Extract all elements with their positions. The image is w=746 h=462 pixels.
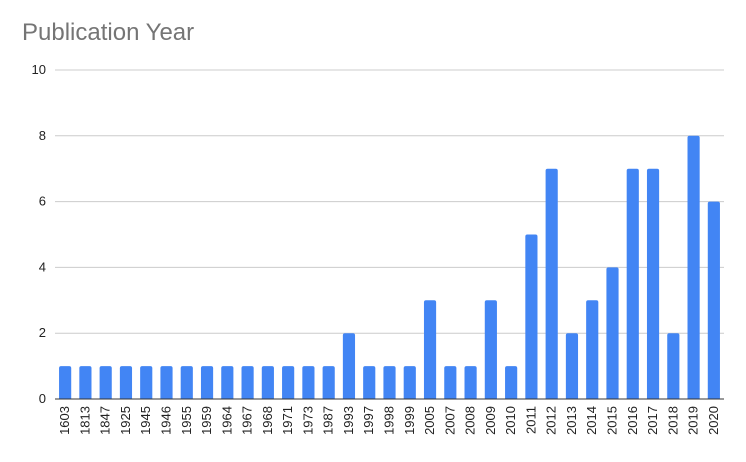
bar bbox=[261, 366, 274, 399]
x-tick-label: 1967 bbox=[240, 406, 255, 435]
bar bbox=[403, 366, 416, 399]
bar bbox=[505, 366, 518, 399]
x-tick-label: 1993 bbox=[341, 406, 356, 435]
bar bbox=[707, 201, 720, 399]
bar bbox=[484, 300, 497, 399]
x-tick-label: 2020 bbox=[706, 406, 721, 435]
x-tick-label: 1971 bbox=[280, 406, 295, 435]
bar bbox=[687, 135, 700, 400]
y-tick-label: 6 bbox=[39, 194, 46, 209]
x-tick-label: 2015 bbox=[605, 406, 620, 435]
bar bbox=[565, 333, 579, 399]
bar bbox=[200, 366, 214, 399]
bar bbox=[160, 366, 173, 399]
bar bbox=[119, 366, 133, 399]
x-tick-label: 1964 bbox=[219, 406, 234, 435]
x-tick-label: 2017 bbox=[645, 406, 660, 435]
x-tick-label: 1603 bbox=[57, 406, 72, 435]
x-tick-label: 1998 bbox=[382, 406, 397, 435]
bar bbox=[444, 366, 457, 399]
x-tick-label: 1959 bbox=[199, 406, 214, 435]
x-tick-label: 1973 bbox=[300, 406, 315, 435]
bar bbox=[342, 333, 356, 399]
bar bbox=[282, 366, 295, 399]
bar bbox=[464, 366, 477, 399]
bar bbox=[363, 366, 376, 399]
x-tick-label: 2007 bbox=[442, 406, 457, 435]
bar bbox=[302, 366, 315, 399]
bar bbox=[525, 234, 538, 399]
bar bbox=[59, 366, 72, 399]
bar bbox=[322, 366, 335, 399]
bar bbox=[667, 333, 680, 399]
bar bbox=[241, 366, 254, 399]
y-tick-label: 4 bbox=[39, 259, 46, 274]
bar bbox=[646, 168, 660, 399]
bar bbox=[79, 366, 92, 399]
y-tick-label: 8 bbox=[39, 128, 46, 143]
x-tick-label: 1999 bbox=[402, 406, 417, 435]
x-tick-label: 1987 bbox=[321, 406, 336, 435]
x-tick-label: 1847 bbox=[98, 406, 113, 435]
x-tick-label: 2014 bbox=[584, 406, 599, 435]
x-tick-label: 1946 bbox=[159, 406, 174, 435]
chart-title: Publication Year bbox=[22, 19, 195, 46]
x-tick-label: 1955 bbox=[179, 406, 194, 435]
bar bbox=[383, 366, 396, 399]
bar bbox=[545, 168, 558, 399]
x-tick-label: 2012 bbox=[544, 406, 559, 435]
y-tick-label: 2 bbox=[39, 325, 46, 340]
x-tick-label: 2008 bbox=[463, 406, 478, 435]
x-tick-label: 1925 bbox=[118, 406, 133, 435]
x-tick-label: 1968 bbox=[260, 406, 275, 435]
x-tick-label: 2019 bbox=[686, 406, 701, 435]
x-tick-label: 2016 bbox=[625, 406, 640, 435]
x-tick-label: 2009 bbox=[483, 406, 498, 435]
x-tick-label: 1997 bbox=[361, 406, 376, 435]
x-tick-label: 2005 bbox=[422, 406, 437, 435]
x-tick-label: 2011 bbox=[523, 406, 538, 434]
x-tick-label: 1945 bbox=[138, 406, 153, 435]
bar bbox=[221, 366, 234, 399]
y-tick-label: 10 bbox=[32, 62, 46, 77]
bar bbox=[99, 366, 112, 399]
bar bbox=[586, 300, 599, 399]
x-tick-label: 1813 bbox=[77, 406, 92, 435]
x-tick-label: 2018 bbox=[665, 406, 680, 435]
bar bbox=[626, 168, 639, 399]
y-tick-label: 0 bbox=[39, 391, 46, 406]
bar bbox=[180, 366, 193, 399]
x-tick-label: 2013 bbox=[564, 406, 579, 435]
bar bbox=[606, 267, 619, 399]
bar bbox=[140, 366, 153, 399]
x-tick-label: 2010 bbox=[503, 406, 518, 435]
bar bbox=[423, 300, 437, 399]
